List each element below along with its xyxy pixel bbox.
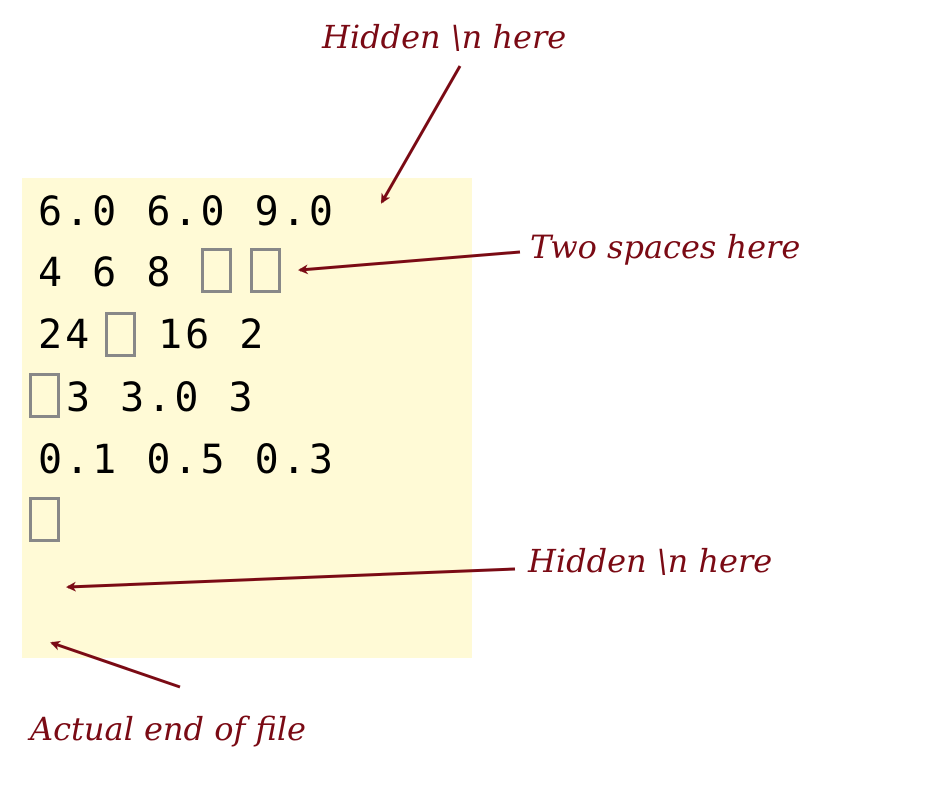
space-marker bbox=[105, 312, 136, 357]
annotation-bottom-newline: Hidden \n here bbox=[528, 542, 773, 580]
file-line-5: 0.1 0.5 0.3 bbox=[38, 437, 336, 483]
file-line-4: 3 3.0 3 bbox=[66, 375, 256, 421]
file-contents-panel bbox=[22, 178, 472, 658]
annotation-two-spaces: Two spaces here bbox=[530, 228, 801, 266]
annotation-top-newline: Hidden \n here bbox=[322, 18, 567, 56]
arrow-top-newline bbox=[380, 65, 462, 204]
space-marker bbox=[29, 373, 60, 418]
file-line-3-part-a: 24 bbox=[38, 312, 93, 358]
file-line-1: 6.0 6.0 9.0 bbox=[38, 189, 336, 235]
file-line-3-part-b: 16 2 bbox=[158, 312, 267, 358]
space-marker bbox=[201, 248, 232, 293]
space-marker bbox=[250, 248, 281, 293]
file-line-2: 4 6 8 bbox=[38, 250, 174, 296]
arrow-end-of-file bbox=[50, 640, 181, 689]
annotation-end-of-file: Actual end of file bbox=[30, 710, 306, 748]
space-marker bbox=[29, 497, 60, 542]
arrow-bottom-newline bbox=[66, 567, 516, 592]
arrow-two-spaces bbox=[298, 250, 521, 275]
